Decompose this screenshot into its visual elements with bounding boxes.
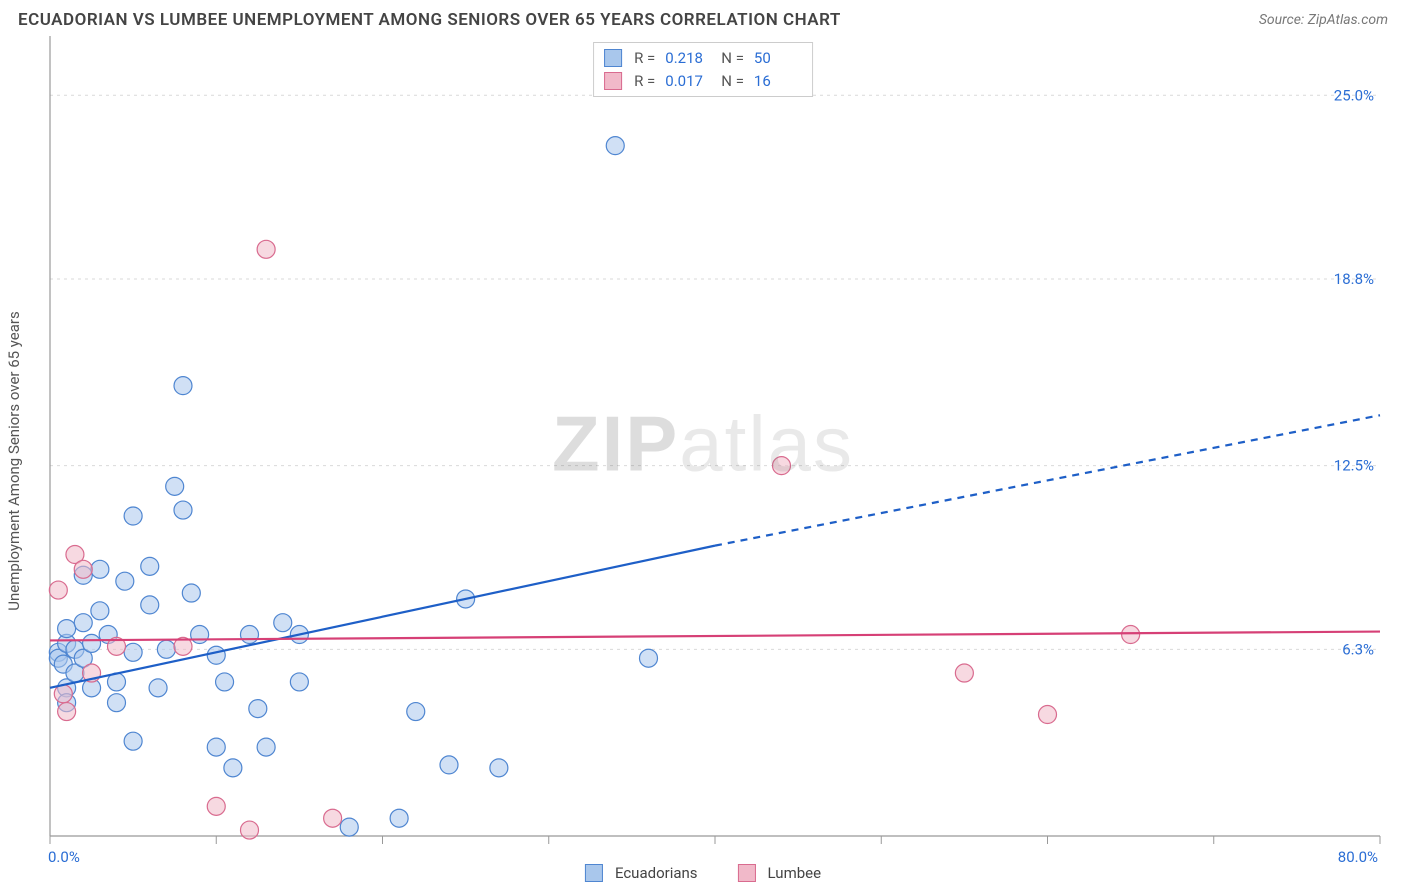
scatter-point [216, 673, 234, 691]
y-tick-label: 6.3% [1342, 640, 1374, 658]
scatter-point [207, 738, 225, 756]
legend-label: Lumbee [768, 864, 822, 882]
stat-r-label: R = [634, 70, 655, 93]
scatter-point [257, 240, 275, 258]
scatter-point [224, 759, 242, 777]
scatter-point [83, 634, 101, 652]
legend-label: Ecuadorians [615, 864, 698, 882]
scatter-point [191, 626, 209, 644]
scatter-point [182, 584, 200, 602]
y-tick-label: 18.8% [1334, 270, 1374, 288]
scatter-plot-svg: 6.3% 12.5% 18.8% 25.0% [0, 36, 1406, 886]
legend-swatch [585, 864, 603, 882]
x-axis-max-label: 80.0% [1338, 848, 1378, 866]
scatter-point [241, 626, 259, 644]
legend-swatch [604, 49, 622, 67]
scatter-point [124, 507, 142, 525]
scatter-point [149, 679, 167, 697]
scatter-point [606, 137, 624, 155]
bottom-legend: Ecuadorians Lumbee [585, 864, 821, 882]
stat-n-value: 16 [754, 70, 802, 93]
scatter-point [141, 557, 159, 575]
stat-r-label: R = [634, 47, 655, 70]
scatter-point [490, 759, 508, 777]
scatter-point [166, 477, 184, 495]
chart-source: Source: ZipAtlas.com [1259, 12, 1388, 28]
scatter-point [340, 818, 358, 836]
scatter-point [74, 614, 92, 632]
stats-legend: R = 0.218 N = 50 R = 0.017 N = 16 [593, 42, 813, 97]
scatter-point [91, 602, 109, 620]
trend-line-dashed [715, 415, 1380, 545]
scatter-point [157, 640, 175, 658]
scatter-point [174, 377, 192, 395]
stat-r-value: 0.017 [665, 70, 713, 93]
bottom-legend-item: Ecuadorians [585, 864, 698, 882]
scatter-point [249, 700, 267, 718]
scatter-point [124, 732, 142, 750]
y-axis-label: Unemployment Among Seniors over 65 years [5, 311, 23, 610]
scatter-point [290, 673, 308, 691]
scatter-point [390, 809, 408, 827]
stat-n-value: 50 [754, 47, 802, 70]
scatter-point [955, 664, 973, 682]
scatter-point [440, 756, 458, 774]
y-tick-label: 25.0% [1334, 86, 1374, 104]
legend-swatch [738, 864, 756, 882]
scatter-point [241, 821, 259, 839]
scatter-point [58, 703, 76, 721]
scatter-point [274, 614, 292, 632]
scatter-point [773, 457, 791, 475]
scatter-point [108, 694, 126, 712]
chart-area: Unemployment Among Seniors over 65 years… [0, 36, 1406, 886]
scatter-point [1122, 626, 1140, 644]
scatter-point [141, 596, 159, 614]
scatter-point [407, 703, 425, 721]
stat-n-label: N = [721, 47, 744, 70]
stats-legend-row: R = 0.017 N = 16 [604, 70, 802, 93]
bottom-legend-item: Lumbee [738, 864, 822, 882]
stat-r-value: 0.218 [665, 47, 713, 70]
x-axis-min-label: 0.0% [48, 848, 80, 866]
scatter-point [1039, 706, 1057, 724]
scatter-point [207, 646, 225, 664]
y-tick-label: 12.5% [1334, 457, 1374, 475]
scatter-point [74, 560, 92, 578]
stat-n-label: N = [721, 70, 744, 93]
scatter-point [174, 501, 192, 519]
scatter-point [207, 797, 225, 815]
chart-title: ECUADORIAN VS LUMBEE UNEMPLOYMENT AMONG … [18, 10, 841, 30]
chart-header: ECUADORIAN VS LUMBEE UNEMPLOYMENT AMONG … [0, 0, 1406, 36]
legend-swatch [604, 72, 622, 90]
scatter-point [116, 572, 134, 590]
scatter-point [49, 581, 67, 599]
scatter-point [58, 620, 76, 638]
stats-legend-row: R = 0.218 N = 50 [604, 47, 802, 70]
scatter-point [324, 809, 342, 827]
scatter-point [257, 738, 275, 756]
scatter-point [640, 649, 658, 667]
scatter-point [91, 560, 109, 578]
scatter-point [124, 643, 142, 661]
